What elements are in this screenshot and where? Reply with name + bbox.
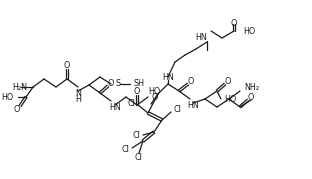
Text: S: S: [115, 79, 120, 88]
Text: NH₂: NH₂: [244, 83, 259, 93]
Text: HO: HO: [1, 93, 13, 101]
Text: O: O: [225, 76, 231, 86]
Text: O: O: [231, 20, 237, 28]
Text: H₂N: H₂N: [12, 83, 27, 91]
Text: HN: HN: [187, 101, 199, 110]
Text: HN: HN: [162, 72, 174, 81]
Text: SH: SH: [134, 79, 145, 88]
Text: Cl: Cl: [174, 105, 182, 115]
Text: O: O: [108, 79, 114, 88]
Text: Cl: Cl: [132, 132, 140, 141]
Text: HO: HO: [148, 86, 160, 96]
Text: HO: HO: [243, 26, 255, 35]
Text: N: N: [75, 90, 81, 98]
Text: Cl: Cl: [127, 98, 135, 108]
Text: HN: HN: [195, 33, 207, 42]
Text: O: O: [248, 93, 254, 101]
Text: O: O: [134, 86, 140, 96]
Text: HO: HO: [224, 95, 236, 103]
Text: O: O: [152, 93, 158, 101]
Text: O: O: [188, 76, 194, 86]
Text: O: O: [14, 105, 20, 115]
Text: HN: HN: [109, 103, 121, 112]
Text: H: H: [75, 96, 81, 105]
Text: Cl: Cl: [121, 146, 129, 154]
Text: Cl: Cl: [134, 153, 142, 161]
Text: O: O: [64, 61, 70, 69]
